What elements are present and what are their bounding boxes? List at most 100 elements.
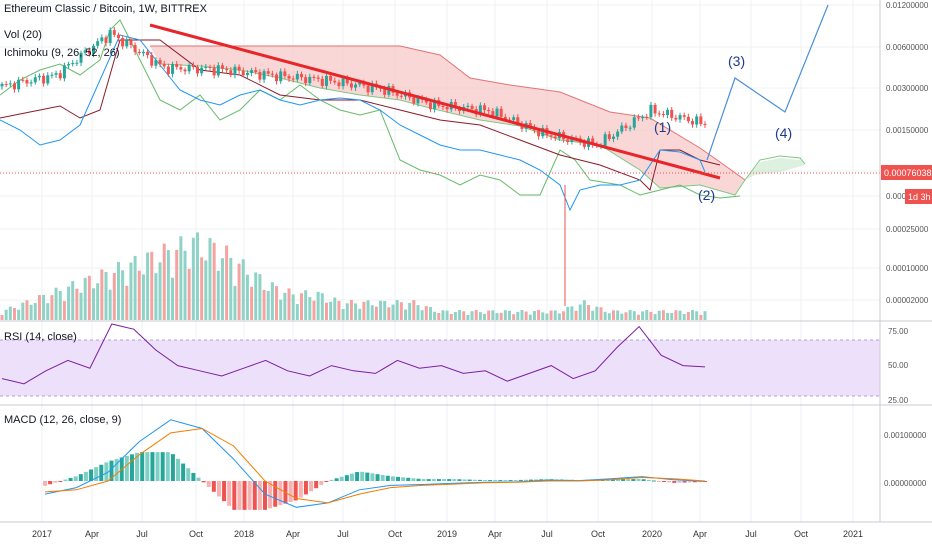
volume-bar [71, 281, 75, 320]
kijun-sen [0, 39, 721, 191]
candle-body [366, 85, 370, 93]
price-tick-label: 0.00150000 [886, 126, 929, 135]
candle-body [300, 73, 304, 78]
rsi-legend[interactable]: RSI (14, close) [4, 331, 77, 343]
volume-bar [499, 312, 503, 320]
candle-body [541, 127, 545, 137]
candle-body [87, 50, 91, 54]
volume-bar [545, 313, 549, 320]
macd-hist-bar [436, 479, 441, 481]
macd-hist-bar [467, 479, 472, 481]
volume-bar [329, 301, 333, 320]
vol-legend[interactable]: Vol (20) [4, 29, 42, 41]
candle-body [233, 66, 237, 76]
macd-hist-bar [375, 474, 380, 481]
volume-bar [449, 313, 453, 320]
volume-bar [611, 310, 615, 320]
countdown-tag: 1d 3h [908, 192, 931, 202]
macd-hist-bar [616, 479, 621, 481]
volume-bar [474, 310, 478, 320]
volume-bar [8, 306, 12, 320]
macd-hist-bar [493, 480, 498, 482]
volume-bar [237, 263, 241, 320]
volume-bar [279, 299, 283, 320]
candle-body [591, 138, 595, 145]
candle-body [349, 83, 353, 88]
volume-bar [362, 301, 366, 320]
volume-bar [154, 273, 158, 320]
volume-bar [312, 300, 316, 320]
volume-bar [537, 310, 541, 320]
volume-bar [616, 310, 620, 320]
macd-hist-bar [416, 478, 421, 481]
volume-bar [462, 311, 466, 320]
volume-bar [324, 302, 328, 320]
macd-hist-bar [129, 454, 134, 481]
volume-bar [308, 297, 312, 320]
macd-hist-bar [145, 452, 150, 481]
candle-body [695, 116, 699, 125]
macd-hist-bar [170, 454, 175, 481]
macd-hist-bar [503, 480, 508, 482]
candle-body [549, 135, 553, 137]
volume-bar [295, 304, 299, 320]
macd-hist-bar [309, 481, 314, 492]
macd-legend[interactable]: MACD (12, 26, close, 9) [4, 414, 121, 426]
symbol-title[interactable]: Ethereum Classic / Bitcoin, 1W, BITTREX [4, 3, 208, 15]
candle-body [191, 64, 195, 67]
candle-body [275, 74, 279, 82]
candle-body [362, 82, 366, 86]
candle-body [611, 136, 615, 139]
candle-body [686, 116, 690, 122]
volume-bar [37, 295, 41, 320]
volume-bar [162, 243, 166, 320]
candle-body [553, 136, 557, 139]
candle-body [570, 137, 574, 143]
macd-hist-bar [186, 468, 191, 481]
candle-body [657, 113, 661, 115]
macd-hist-bar [43, 481, 47, 486]
macd-hist-bar [48, 481, 53, 485]
time-axis-label: 2017 [32, 529, 52, 539]
macd-hist-bar [534, 479, 539, 481]
volume-bar [200, 257, 204, 320]
current-price-tag: 0.00076038 [884, 168, 932, 178]
macd-hist-bar [89, 469, 94, 481]
volume-bar [25, 300, 29, 320]
macd-hist-bar [687, 481, 692, 483]
volume-bar [495, 313, 499, 320]
volume-bar [54, 287, 58, 320]
macd-hist-bar [288, 481, 293, 503]
volume-bar [316, 291, 320, 320]
macd-hist-bar [662, 481, 667, 482]
macd-hist-bar [355, 472, 360, 481]
macd-hist-bar [631, 479, 636, 481]
volume-bar [270, 282, 274, 320]
candle-body [96, 41, 100, 46]
macd-hist-bar [314, 481, 319, 489]
time-axis-label: Oct [388, 529, 403, 539]
volume-bar [17, 309, 21, 320]
macd-hist-bar [682, 481, 687, 483]
volume-bar [191, 237, 195, 320]
macd-hist-bar [360, 471, 365, 481]
descending-trendline[interactable] [149, 23, 721, 180]
current-price-tag-bg [881, 165, 932, 180]
ichimoku-legend[interactable]: Ichimoku (9, 26, 52, 26) [4, 47, 120, 59]
volume-bar [196, 232, 200, 320]
volume-bar [116, 261, 120, 320]
candle-body [262, 71, 266, 80]
volume-bar [121, 270, 125, 320]
candle-body [8, 83, 12, 85]
volume-bar [433, 311, 437, 320]
countdown-tag-bg [905, 189, 932, 204]
macd-hist-bar [370, 473, 375, 481]
volume-bar [666, 312, 670, 320]
wave-label-3: (3) [728, 53, 745, 69]
wave-projection-path[interactable] [706, 4, 829, 161]
candle-body [582, 142, 586, 147]
macd-hist-bar [396, 476, 401, 481]
candle-body [628, 127, 632, 129]
volume-bar [262, 289, 266, 320]
volume-bar [137, 270, 141, 320]
